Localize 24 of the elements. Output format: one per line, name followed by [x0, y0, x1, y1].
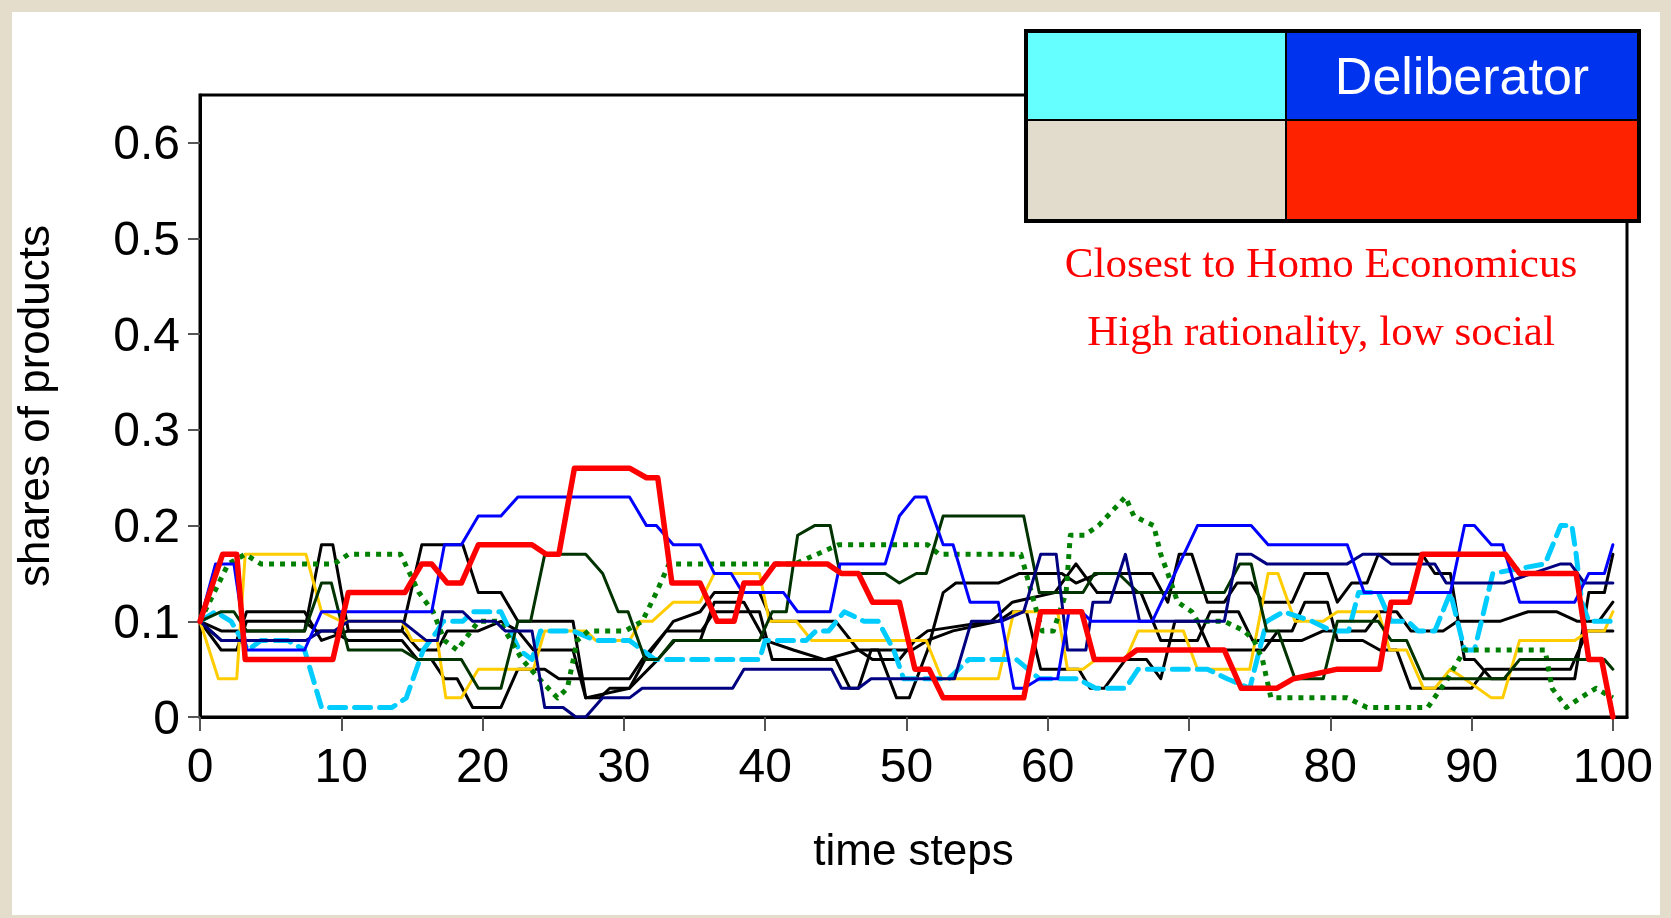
x-tick-label: 20	[455, 738, 510, 792]
x-tick-label: 30	[597, 738, 651, 792]
y-tick-label: 0.5	[113, 212, 180, 266]
y-axis-title: shares of products	[8, 225, 58, 587]
x-tick-label: 60	[1021, 738, 1075, 792]
x-tick-label: 50	[879, 738, 934, 792]
y-tick-label: 0.4	[113, 307, 180, 361]
y-tick-label: 0.3	[113, 403, 180, 457]
quadrant-grid: Deliberator	[1024, 29, 1641, 223]
y-tick-label: 0.6	[113, 116, 180, 170]
y-tick-label: 0	[153, 690, 180, 744]
annotation: Deliberator	[1287, 33, 1637, 121]
x-tick-label: 10	[314, 738, 368, 792]
x-tick-label: 80	[1303, 738, 1357, 792]
x-axis-title: time steps	[813, 824, 1014, 874]
x-tick-label: 40	[738, 738, 792, 792]
x-tick-label: 0	[186, 738, 214, 792]
annotation: Closest to Homo Economicus	[1063, 238, 1579, 287]
y-tick-label: 0.1	[113, 594, 180, 648]
x-tick-label: 100	[1572, 738, 1653, 792]
annotation: High rationality, low social	[1086, 306, 1556, 355]
x-tick-label: 90	[1444, 738, 1499, 792]
y-tick-label: 0.2	[113, 499, 180, 553]
x-tick-label: 70	[1162, 738, 1216, 792]
